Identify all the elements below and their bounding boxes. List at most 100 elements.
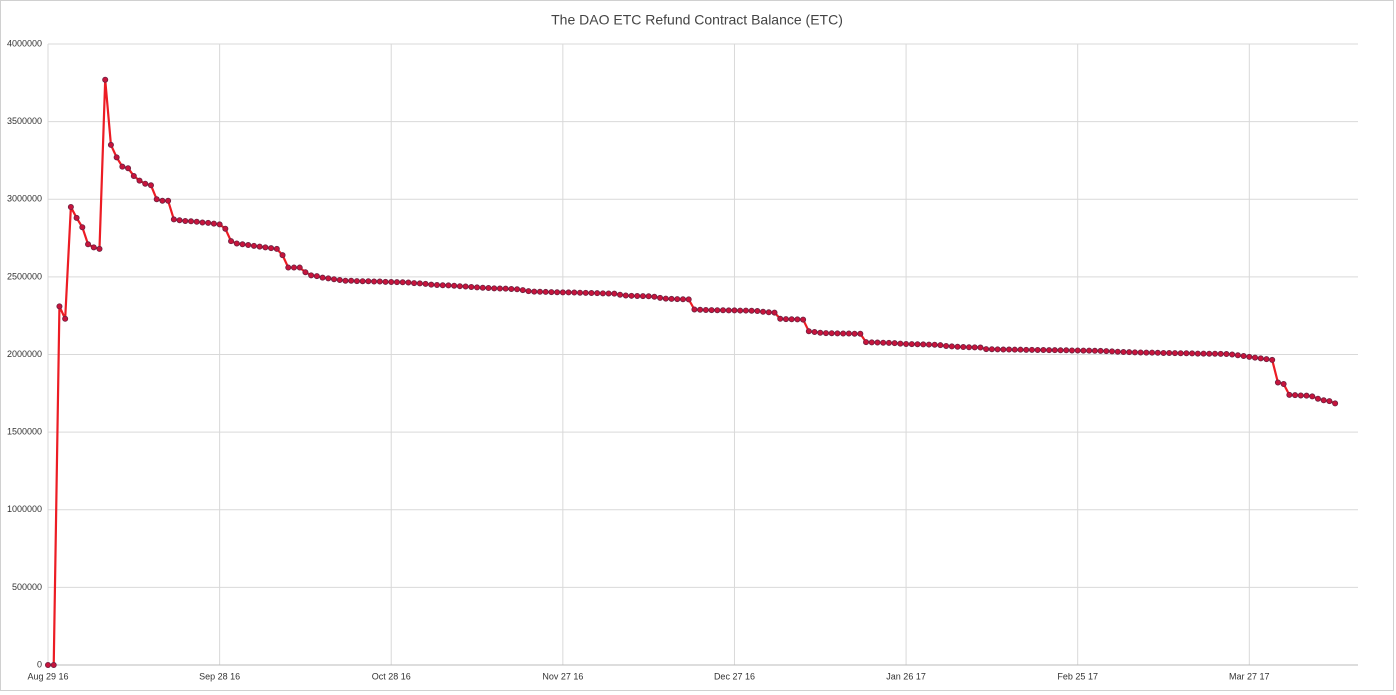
data-point: [943, 342, 950, 349]
data-point: [720, 307, 727, 314]
x-tick-label: Mar 27 17: [1229, 671, 1270, 681]
data-point: [56, 303, 63, 310]
x-tick-label: Jan 26 17: [886, 671, 926, 681]
data-point: [1166, 349, 1173, 356]
data-point: [147, 182, 154, 189]
data-point: [868, 339, 875, 346]
data-point: [599, 290, 606, 297]
data-point: [210, 220, 217, 227]
data-point: [176, 217, 183, 224]
data-point: [508, 285, 515, 292]
data-point: [325, 275, 332, 282]
data-point: [1114, 348, 1121, 355]
data-point: [1211, 350, 1218, 357]
y-tick-label: 3500000: [7, 116, 42, 126]
data-point: [491, 285, 498, 292]
data-point: [90, 244, 97, 251]
data-point: [1006, 346, 1013, 353]
data-point: [336, 276, 343, 283]
data-point: [519, 287, 526, 294]
data-point: [462, 283, 469, 290]
data-point: [411, 280, 418, 287]
data-point: [1269, 356, 1276, 363]
data-point: [754, 308, 761, 315]
data-point: [651, 293, 658, 300]
data-point: [760, 308, 767, 315]
data-point: [1103, 348, 1110, 355]
data-point: [1303, 392, 1310, 399]
data-point: [1252, 354, 1259, 361]
data-point: [1177, 350, 1184, 357]
data-point: [199, 219, 206, 226]
data-point: [1274, 379, 1281, 386]
data-point: [268, 245, 275, 252]
data-point: [130, 172, 137, 179]
data-point: [1109, 348, 1116, 355]
data-point: [1040, 346, 1047, 353]
data-point: [828, 330, 835, 337]
data-point: [1028, 346, 1035, 353]
data-point: [1011, 346, 1018, 353]
data-point: [851, 330, 858, 337]
y-tick-label: 4000000: [7, 38, 42, 48]
data-point: [891, 340, 898, 347]
data-point: [697, 306, 704, 313]
data-point: [954, 343, 961, 350]
data-point: [994, 346, 1001, 353]
data-point: [348, 277, 355, 284]
data-point: [542, 288, 549, 295]
data-point: [1149, 349, 1156, 356]
data-point: [159, 197, 166, 204]
data-point: [451, 282, 458, 289]
data-point: [1246, 353, 1253, 360]
data-point: [1314, 395, 1321, 402]
data-point: [1063, 347, 1070, 354]
data-point: [67, 204, 74, 211]
data-point: [657, 294, 664, 301]
data-point: [679, 296, 686, 303]
data-point: [639, 293, 646, 300]
data-point: [1097, 347, 1104, 354]
data-point: [1263, 356, 1270, 363]
data-point: [262, 244, 269, 251]
data-point: [1068, 347, 1075, 354]
data-point: [376, 278, 383, 285]
data-point: [468, 283, 475, 290]
data-point: [966, 344, 973, 351]
data-point: [742, 307, 749, 314]
data-point: [577, 289, 584, 296]
x-tick-label: Nov 27 16: [542, 671, 583, 681]
data-point: [817, 329, 824, 336]
data-point: [233, 240, 240, 247]
data-point: [416, 280, 423, 287]
data-point: [971, 344, 978, 351]
data-point: [96, 245, 103, 252]
data-point: [725, 307, 732, 314]
data-point: [433, 281, 440, 288]
data-point: [308, 272, 315, 279]
data-point: [611, 290, 618, 297]
data-point: [393, 279, 400, 286]
data-point: [708, 307, 715, 314]
data-point: [605, 290, 612, 297]
data-point: [594, 290, 601, 297]
data-point: [1217, 350, 1224, 357]
y-tick-label: 500000: [12, 582, 42, 592]
data-point: [1229, 351, 1236, 358]
data-point: [216, 221, 223, 228]
data-point: [531, 288, 538, 295]
data-point: [977, 344, 984, 351]
data-point: [62, 315, 69, 322]
data-point: [359, 278, 366, 285]
y-tick-label: 1500000: [7, 427, 42, 437]
data-point: [1206, 350, 1213, 357]
data-point: [1120, 349, 1127, 356]
data-point: [296, 264, 303, 271]
data-point: [502, 285, 509, 292]
data-point: [228, 238, 235, 245]
data-point: [840, 330, 847, 337]
x-tick-label: Dec 27 16: [714, 671, 755, 681]
data-point: [525, 288, 532, 295]
data-point: [342, 277, 349, 284]
